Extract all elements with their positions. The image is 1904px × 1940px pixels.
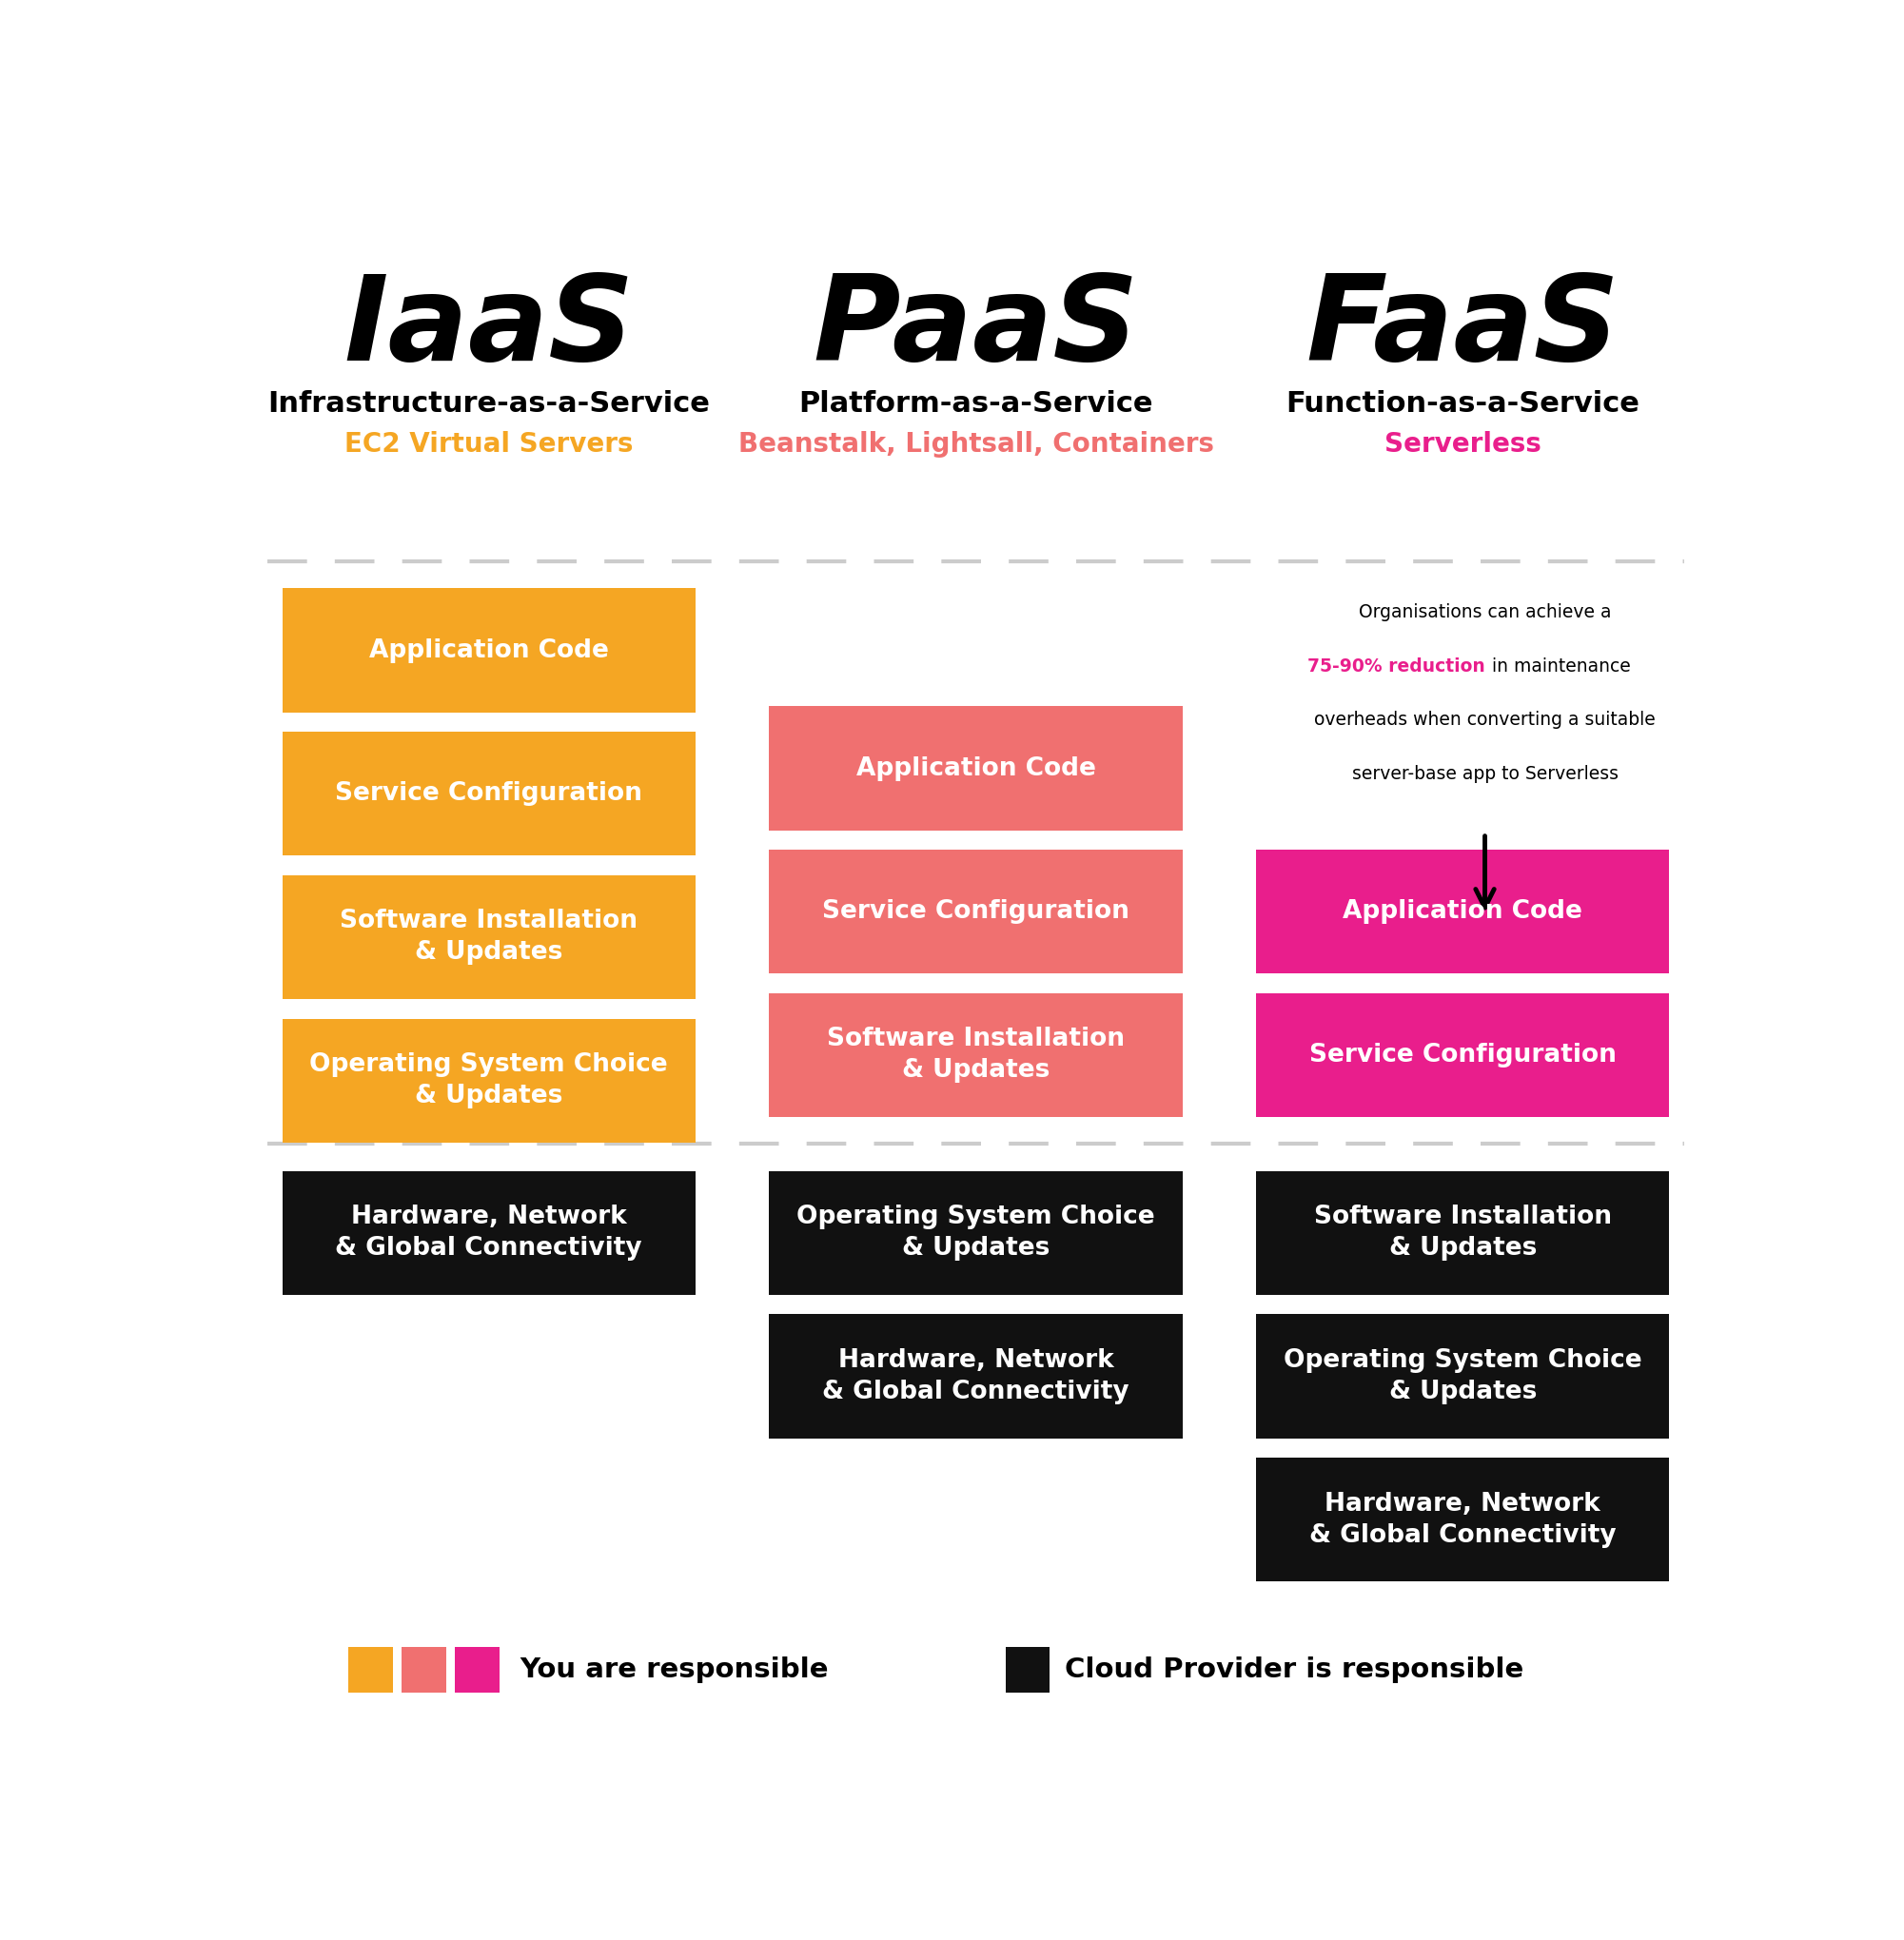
Text: server-base app to Serverless: server-base app to Serverless — [1352, 764, 1618, 782]
Text: Service Configuration: Service Configuration — [335, 782, 642, 807]
Text: Hardware, Network
& Global Connectivity: Hardware, Network & Global Connectivity — [335, 1205, 642, 1261]
Text: Software Installation
& Updates: Software Installation & Updates — [341, 910, 638, 966]
Text: Platform-as-a-Service: Platform-as-a-Service — [798, 390, 1154, 417]
Text: You are responsible: You are responsible — [520, 1657, 828, 1684]
Text: IaaS: IaaS — [343, 270, 634, 386]
FancyBboxPatch shape — [1257, 1172, 1670, 1294]
Text: in maintenance: in maintenance — [1487, 658, 1630, 675]
Text: 75-90% reduction: 75-90% reduction — [1308, 658, 1485, 675]
Text: Function-as-a-Service: Function-as-a-Service — [1285, 390, 1639, 417]
Text: Application Code: Application Code — [369, 638, 609, 663]
Text: Service Configuration: Service Configuration — [1310, 1044, 1616, 1067]
FancyBboxPatch shape — [769, 850, 1182, 974]
Text: Operating System Choice
& Updates: Operating System Choice & Updates — [796, 1205, 1156, 1261]
FancyBboxPatch shape — [282, 1019, 695, 1143]
FancyBboxPatch shape — [282, 588, 695, 712]
FancyBboxPatch shape — [1257, 1457, 1670, 1581]
Text: PaaS: PaaS — [813, 270, 1139, 386]
Text: Hardware, Network
& Global Connectivity: Hardware, Network & Global Connectivity — [1310, 1492, 1616, 1548]
Text: Application Code: Application Code — [1342, 900, 1582, 923]
Text: Software Installation
& Updates: Software Installation & Updates — [1314, 1205, 1611, 1261]
FancyBboxPatch shape — [282, 731, 695, 856]
FancyBboxPatch shape — [769, 993, 1182, 1117]
FancyBboxPatch shape — [1257, 850, 1670, 974]
FancyBboxPatch shape — [769, 706, 1182, 830]
Text: Infrastructure-as-a-Service: Infrastructure-as-a-Service — [268, 390, 710, 417]
Text: Cloud Provider is responsible: Cloud Provider is responsible — [1064, 1657, 1523, 1684]
FancyBboxPatch shape — [1257, 1313, 1670, 1438]
Text: FaaS: FaaS — [1306, 270, 1620, 386]
Text: overheads when converting a suitable: overheads when converting a suitable — [1314, 710, 1656, 729]
Text: Organisations can achieve a: Organisations can achieve a — [1359, 603, 1611, 621]
FancyBboxPatch shape — [282, 875, 695, 999]
Text: EC2 Virtual Servers: EC2 Virtual Servers — [345, 431, 634, 458]
Text: Serverless: Serverless — [1384, 431, 1540, 458]
Text: Service Configuration: Service Configuration — [823, 900, 1129, 923]
FancyBboxPatch shape — [282, 1172, 695, 1294]
Text: Beanstalk, Lightsall, Containers: Beanstalk, Lightsall, Containers — [739, 431, 1213, 458]
Text: Software Installation
& Updates: Software Installation & Updates — [826, 1026, 1125, 1083]
Text: Application Code: Application Code — [857, 757, 1095, 780]
FancyBboxPatch shape — [1257, 993, 1670, 1117]
FancyBboxPatch shape — [455, 1647, 499, 1692]
Text: Operating System Choice
& Updates: Operating System Choice & Updates — [310, 1053, 668, 1108]
FancyBboxPatch shape — [402, 1647, 446, 1692]
FancyBboxPatch shape — [769, 1313, 1182, 1438]
FancyBboxPatch shape — [348, 1647, 392, 1692]
FancyBboxPatch shape — [1005, 1647, 1049, 1692]
Text: Hardware, Network
& Global Connectivity: Hardware, Network & Global Connectivity — [823, 1348, 1129, 1405]
FancyBboxPatch shape — [769, 1172, 1182, 1294]
Text: Operating System Choice
& Updates: Operating System Choice & Updates — [1283, 1348, 1641, 1405]
